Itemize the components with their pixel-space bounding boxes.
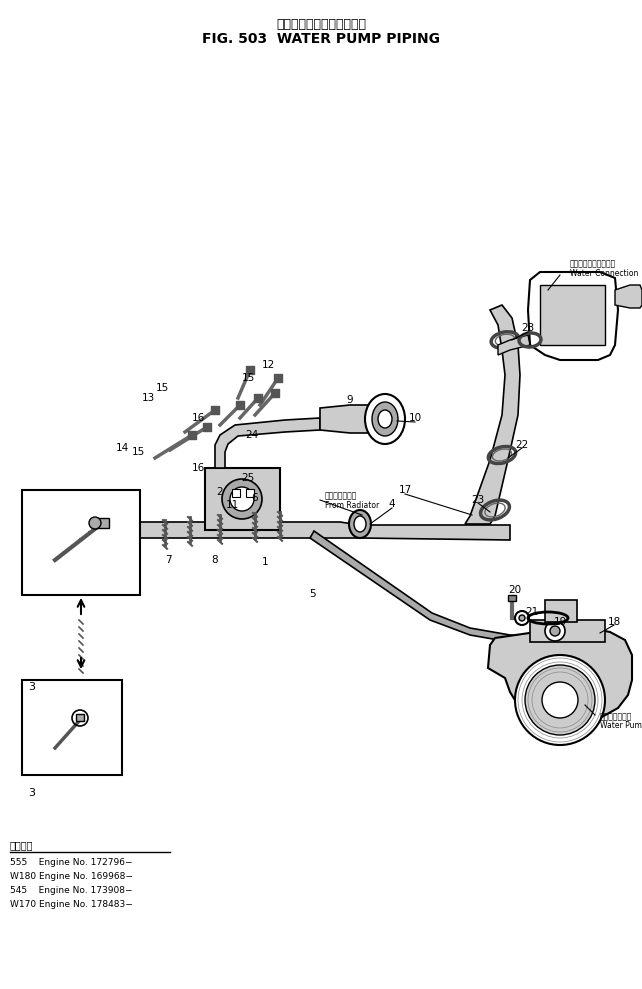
Text: Water Connection: Water Connection — [570, 269, 638, 278]
Ellipse shape — [354, 516, 366, 532]
Text: 19: 19 — [553, 617, 567, 627]
Point — [187, 427, 197, 443]
Polygon shape — [498, 335, 530, 355]
Text: 24: 24 — [245, 430, 259, 440]
Text: 6: 6 — [252, 493, 258, 503]
Polygon shape — [215, 418, 320, 468]
Text: FIG. 503  WATER PUMP PIPING: FIG. 503 WATER PUMP PIPING — [202, 32, 440, 46]
Text: 23: 23 — [521, 323, 535, 333]
Text: 555    Engine No. 172796−: 555 Engine No. 172796− — [10, 858, 132, 867]
Polygon shape — [528, 272, 618, 360]
Polygon shape — [465, 305, 520, 524]
Polygon shape — [310, 531, 548, 645]
Bar — [508, 595, 516, 601]
Ellipse shape — [349, 510, 371, 538]
Point — [253, 390, 263, 405]
Circle shape — [545, 621, 565, 641]
Text: 23: 23 — [471, 495, 485, 505]
Text: 13: 13 — [141, 393, 155, 403]
Circle shape — [519, 615, 525, 621]
Point — [235, 398, 245, 413]
Circle shape — [550, 626, 560, 636]
Point — [273, 370, 283, 386]
Text: 14: 14 — [116, 443, 128, 453]
Text: W170 Engine No. 178483−: W170 Engine No. 178483− — [10, 900, 133, 909]
Ellipse shape — [365, 394, 405, 444]
Circle shape — [542, 682, 578, 718]
Text: 10: 10 — [408, 413, 422, 423]
Polygon shape — [615, 285, 642, 308]
Circle shape — [515, 655, 605, 745]
Text: 9: 9 — [347, 395, 353, 405]
Bar — [22, 490, 140, 595]
Circle shape — [89, 517, 101, 529]
Text: 25: 25 — [241, 473, 255, 483]
Text: ウォータポンプバイピング: ウォータポンプバイピング — [276, 18, 366, 31]
Text: 2: 2 — [217, 487, 223, 497]
Text: W180 Engine No. 169968−: W180 Engine No. 169968− — [10, 872, 133, 881]
Bar — [545, 600, 577, 622]
Bar — [22, 680, 122, 775]
Text: 17: 17 — [399, 485, 412, 495]
Text: 適用号機: 適用号機 — [10, 840, 33, 850]
Point — [50, 552, 60, 568]
Point — [85, 524, 95, 540]
Point — [58, 545, 69, 561]
Text: 16: 16 — [191, 463, 205, 473]
Text: 15: 15 — [155, 383, 169, 393]
Text: 20: 20 — [508, 585, 521, 595]
Bar — [530, 620, 605, 642]
Point — [202, 419, 212, 435]
Bar — [540, 285, 605, 345]
Text: Water Pump: Water Pump — [600, 721, 642, 730]
Circle shape — [525, 665, 595, 735]
Point — [210, 403, 220, 418]
Text: 5: 5 — [309, 589, 315, 599]
Bar — [76, 714, 84, 721]
Text: 18: 18 — [607, 617, 621, 627]
Text: 16: 16 — [191, 413, 205, 423]
Text: ウォータコネクション: ウォータコネクション — [570, 259, 616, 268]
Text: 21: 21 — [525, 607, 539, 617]
Text: ラジエータから: ラジエータから — [325, 492, 358, 500]
Polygon shape — [488, 628, 632, 722]
Bar — [95, 518, 109, 528]
Point — [67, 538, 78, 554]
Text: 15: 15 — [241, 373, 255, 383]
Circle shape — [222, 479, 262, 519]
Point — [245, 362, 255, 378]
Text: 7: 7 — [165, 555, 171, 565]
Text: 15: 15 — [132, 447, 144, 457]
Bar — [246, 489, 254, 497]
Text: 1: 1 — [262, 557, 268, 567]
Circle shape — [230, 487, 254, 511]
Text: 545    Engine No. 173908−: 545 Engine No. 173908− — [10, 886, 132, 895]
Polygon shape — [320, 405, 385, 433]
Text: ウォータポンプ: ウォータポンプ — [600, 712, 632, 721]
Ellipse shape — [378, 410, 392, 428]
Point — [76, 531, 87, 547]
Text: 3: 3 — [28, 788, 35, 798]
Text: 3: 3 — [28, 682, 35, 692]
Bar — [232, 489, 240, 497]
Text: 8: 8 — [212, 555, 218, 565]
Ellipse shape — [372, 402, 398, 436]
Text: 11: 11 — [225, 500, 239, 510]
Polygon shape — [100, 522, 510, 545]
Bar — [205, 468, 280, 530]
Text: 22: 22 — [516, 440, 528, 450]
Text: 4: 4 — [388, 499, 395, 509]
Text: 12: 12 — [261, 360, 275, 370]
Point — [270, 385, 280, 401]
Text: From Radiator: From Radiator — [325, 500, 379, 509]
